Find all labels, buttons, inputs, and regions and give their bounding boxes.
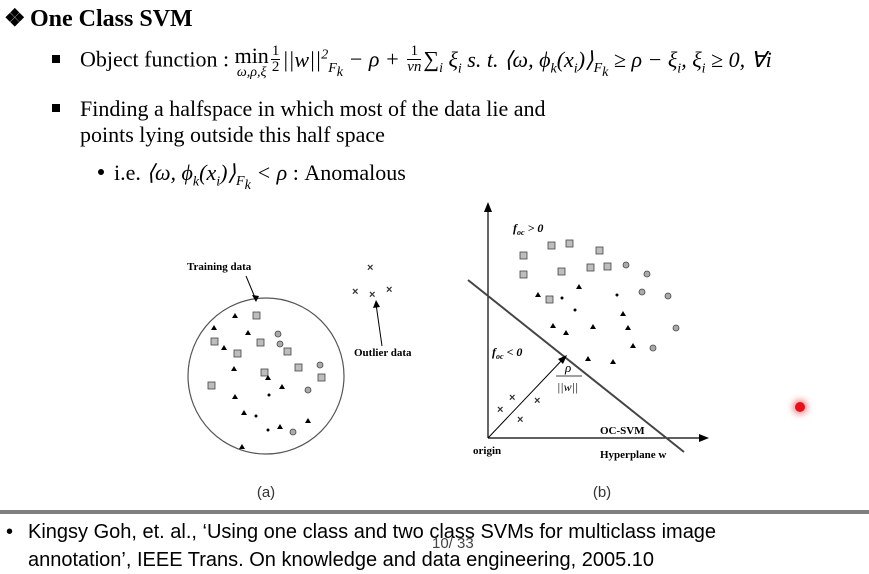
- svg-text:×: ×: [367, 262, 373, 274]
- sum-symbol: ∑: [423, 46, 440, 72]
- slide-title: ❖ One Class SVM: [4, 4, 193, 33]
- objective-label: Object function :: [80, 46, 235, 72]
- footer-divider: [0, 510, 869, 514]
- ocsvm-label: OC-SVM: [600, 425, 645, 437]
- svg-text:×: ×: [517, 414, 523, 426]
- training-triangles: [211, 313, 311, 449]
- training-boundary-circle: [187, 297, 345, 455]
- reference-line-1: • Kingsy Goh, et. al., ‘Using one class a…: [6, 518, 866, 546]
- rho-vector-line: [487, 357, 565, 439]
- halfspace-bullet: Finding a halfspace in which most of the…: [52, 96, 546, 148]
- data-circles-b: [622, 261, 680, 352]
- round-bullet-icon: [98, 168, 104, 175]
- ie-prefix: i.e.: [114, 160, 147, 185]
- norm-w-label: ||w||: [557, 380, 578, 394]
- outlier-crosses: × × × ×: [352, 262, 392, 301]
- panel-b: foc > 0 foc < 0 ρ ||w|| origin OC-SVM Hy…: [467, 202, 709, 501]
- outlier-crosses-b: × ×××: [497, 392, 540, 426]
- footer-bullet-icon: •: [6, 521, 14, 543]
- panel-a: Training data Outlier data × × × ×: [187, 261, 412, 501]
- training-squares: [207, 311, 326, 390]
- halfspace-line-1: Finding a halfspace in which most of the…: [80, 96, 546, 121]
- sum-index: i: [439, 60, 443, 76]
- anomalous-label: : Anomalous: [287, 160, 406, 185]
- hyperplane-w-label: Hyperplane w: [600, 449, 666, 461]
- constraint-term: s. t. ⟨ω, ϕk(xi)⟩Fk ≥ ρ − ξi, ξi ≥ 0, ∀i: [461, 46, 772, 80]
- training-dots: [254, 393, 271, 432]
- rho-vector-arrowhead: [558, 355, 567, 364]
- min-operator: min ω,ρ,ξ: [234, 43, 269, 80]
- rho-term: − ρ +: [342, 46, 406, 72]
- laser-pointer-dot: [795, 402, 805, 412]
- fraction-one-over-vn: 1 vn: [407, 43, 422, 75]
- anomaly-condition: ⟨ω, ϕk(xi)⟩Fk < ρ: [146, 160, 288, 194]
- outlier-arrowhead: [373, 300, 380, 308]
- title-diamond-icon: ❖: [4, 6, 26, 32]
- title-text: One Class SVM: [30, 6, 193, 32]
- svg-text:×: ×: [386, 284, 392, 296]
- xi-term: ξi: [442, 46, 462, 76]
- norm-term: ||w||2Fk: [282, 46, 343, 80]
- svg-text:×: ×: [369, 289, 375, 301]
- outlier-data-label: Outlier data: [354, 347, 412, 359]
- reference-footer: • Kingsy Goh, et. al., ‘Using one class a…: [6, 518, 866, 574]
- training-circles: [274, 330, 324, 436]
- x-axis-arrowhead: [699, 434, 709, 442]
- rho-label: ρ: [564, 360, 571, 375]
- square-bullet-icon: [52, 103, 60, 112]
- f-positive-label: foc > 0: [513, 221, 543, 237]
- training-arrowhead: [252, 295, 259, 302]
- y-axis-arrowhead: [484, 202, 492, 212]
- anomalous-subbullet: i.e. ⟨ω, ϕk(xi)⟩Fk < ρ : Anomalous: [98, 160, 406, 194]
- panel-a-caption: (a): [257, 484, 275, 501]
- data-triangles-b: [535, 284, 636, 364]
- ocsvm-hyperplane-line: [467, 279, 685, 453]
- square-bullet-icon: [52, 54, 60, 63]
- f-negative-label: foc < 0: [492, 345, 522, 361]
- svg-text:×: ×: [352, 286, 358, 298]
- svg-text:×: ×: [497, 404, 503, 416]
- svg-text:×: ×: [534, 395, 540, 407]
- data-dots-b: [560, 293, 619, 312]
- objective-function-bullet: Object function : min ω,ρ,ξ 1 2 ||w||2Fk − ρ…: [52, 43, 772, 81]
- halfspace-line-2: points lying outside this half space: [80, 122, 385, 147]
- training-data-label: Training data: [187, 261, 252, 273]
- svg-text:×: ×: [509, 392, 515, 404]
- outlier-pointer-line: [375, 303, 383, 347]
- origin-label: origin: [473, 445, 501, 457]
- panel-b-caption: (b): [593, 484, 611, 501]
- page-number: 10/ 33: [432, 535, 474, 552]
- reference-line-2: annotation’, IEEE Trans. On knowledge an…: [28, 549, 655, 571]
- data-squares-b: [519, 239, 612, 304]
- one-class-svm-figure: Training data Outlier data ×× × ×: [187, 202, 709, 501]
